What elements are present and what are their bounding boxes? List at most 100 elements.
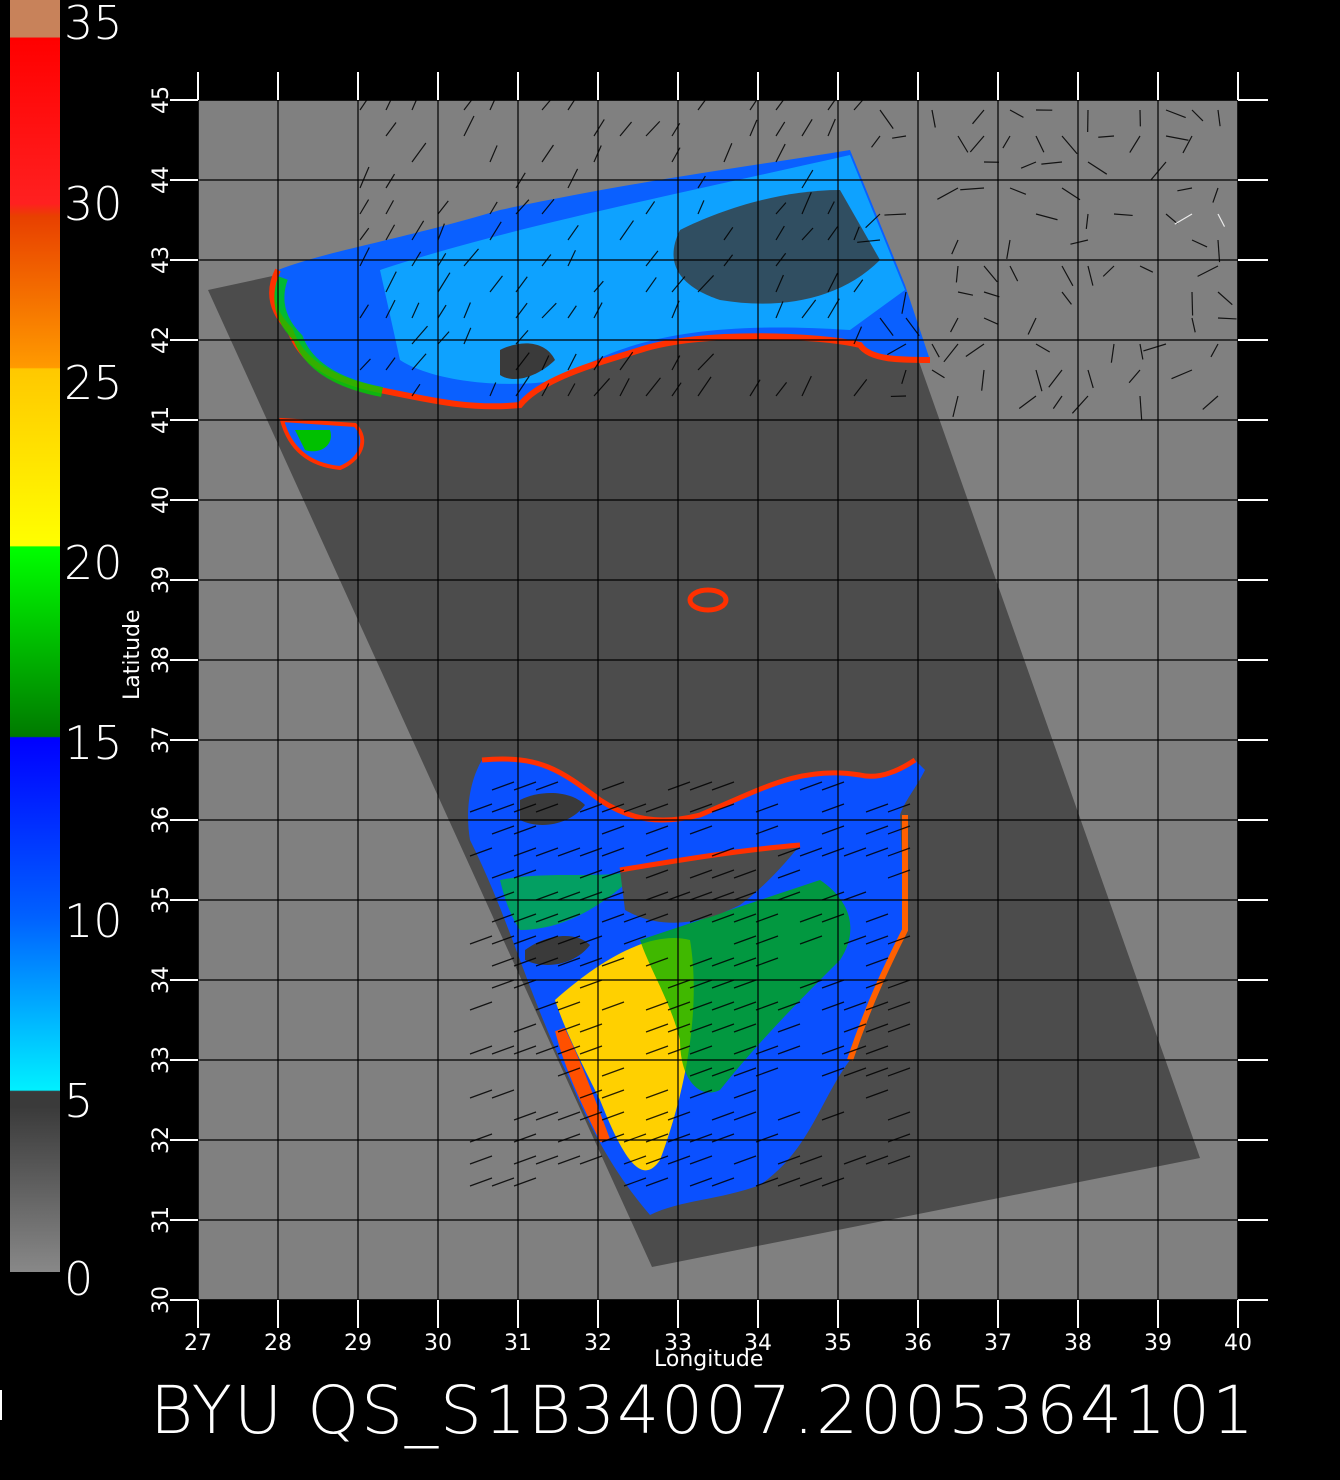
lat-tick-label: 36 xyxy=(149,806,174,834)
wind-barb xyxy=(491,913,515,923)
wind-barb xyxy=(801,299,817,319)
wind-barb xyxy=(821,913,845,923)
wind-barb xyxy=(1165,213,1178,225)
wind-barb xyxy=(1139,395,1143,420)
wind-barb xyxy=(645,1001,669,1011)
wind-barb xyxy=(557,847,581,857)
wind-barb xyxy=(887,803,911,813)
wind-barb xyxy=(821,1067,845,1077)
wind-barb xyxy=(1009,109,1024,118)
wind-barb xyxy=(887,343,907,356)
wind-barb xyxy=(689,1177,713,1187)
wind-barb xyxy=(601,1001,625,1011)
wind-barb xyxy=(567,249,577,267)
wind-barb xyxy=(957,135,969,153)
wind-barb xyxy=(777,1155,801,1165)
wind-barb xyxy=(827,118,836,137)
wind-barb xyxy=(733,1111,757,1121)
wind-barb xyxy=(775,225,785,241)
wind-barb xyxy=(385,200,395,215)
wind-barb xyxy=(1098,135,1115,138)
wind-barb xyxy=(489,201,498,215)
lat-tick-label: 39 xyxy=(149,566,174,594)
wind-barb xyxy=(711,1111,735,1121)
wind-barb xyxy=(799,913,823,923)
wind-barb xyxy=(801,375,812,397)
wind-barb xyxy=(711,1133,735,1143)
wind-barb xyxy=(755,1001,779,1011)
wind-barb xyxy=(821,1001,845,1011)
wind-barb xyxy=(697,94,710,111)
wind-barb xyxy=(469,1155,493,1165)
wind-barb xyxy=(887,1023,911,1033)
lon-tick-label: 38 xyxy=(1064,1331,1092,1356)
wind-barb xyxy=(1009,187,1027,195)
wind-barb xyxy=(853,379,868,397)
wind-barb xyxy=(469,803,493,813)
wind-barb xyxy=(865,1023,889,1033)
wind-barb xyxy=(1191,239,1208,248)
wind-barb xyxy=(645,201,656,215)
wind-barb xyxy=(827,226,839,241)
wind-barbs xyxy=(359,93,1237,1187)
wind-barb xyxy=(821,847,845,857)
wind-barb xyxy=(469,1089,493,1099)
wind-barb xyxy=(463,93,477,111)
wind-barb xyxy=(491,781,515,791)
wind-barb xyxy=(645,120,661,137)
wind-barb xyxy=(843,847,867,857)
wind-barb xyxy=(623,1133,647,1143)
wind-barb xyxy=(777,847,801,857)
wind-barb xyxy=(491,825,515,835)
wind-barb xyxy=(853,326,863,345)
wind-barb xyxy=(1035,213,1058,221)
lon-tick-label: 37 xyxy=(984,1331,1012,1356)
wind-barb xyxy=(689,825,713,835)
lon-tick-label: 40 xyxy=(1224,1331,1252,1356)
wind-barb xyxy=(799,1177,823,1187)
lat-tick-label: 30 xyxy=(149,1286,174,1314)
wind-barb xyxy=(469,935,493,945)
wind-barb xyxy=(601,1133,625,1143)
wind-barb xyxy=(799,847,823,857)
wind-barb xyxy=(1048,369,1063,388)
wind-barb xyxy=(733,913,757,923)
wind-barb xyxy=(645,803,669,813)
wind-barb xyxy=(887,869,911,879)
colorbar-label-0: 0 xyxy=(64,1252,94,1306)
wind-barb xyxy=(887,1133,911,1143)
wind-barb xyxy=(623,935,647,945)
wind-barb xyxy=(821,803,845,813)
wind-barb xyxy=(931,369,945,379)
wind-barb xyxy=(469,1001,493,1011)
wind-barb xyxy=(821,891,845,901)
wind-barb xyxy=(645,825,669,835)
wind-barb xyxy=(689,1023,713,1033)
wind-barb xyxy=(1212,187,1219,203)
wind-barb xyxy=(1035,369,1043,392)
wind-barb xyxy=(645,250,659,267)
colorbar-label-10: 10 xyxy=(64,894,123,948)
lat-tick-label: 35 xyxy=(149,886,174,914)
wind-barb xyxy=(960,187,985,191)
wind-barb xyxy=(541,144,554,163)
wind-barb xyxy=(557,1045,581,1055)
wind-barb xyxy=(1027,317,1037,335)
wind-barb xyxy=(535,1155,559,1165)
wind-barb xyxy=(711,1023,735,1033)
wind-barb xyxy=(1191,109,1204,122)
wind-barb xyxy=(931,343,940,358)
wind-barb xyxy=(469,1133,493,1143)
latitude-tick-labels: 30 31 32 33 34 35 36 37 38 39 40 41 42 43 44 45 xyxy=(149,86,174,1314)
wind-barb xyxy=(843,1155,867,1165)
wind-barb xyxy=(853,279,864,293)
wind-barb xyxy=(535,957,559,967)
wind-barb xyxy=(865,979,889,989)
wind-barb xyxy=(733,1023,757,1033)
wind-barb xyxy=(865,825,889,835)
wind-barb xyxy=(905,317,920,337)
wind-barb xyxy=(1009,265,1019,282)
wind-barb xyxy=(689,1001,713,1011)
colorbar-label-30: 30 xyxy=(64,177,123,231)
